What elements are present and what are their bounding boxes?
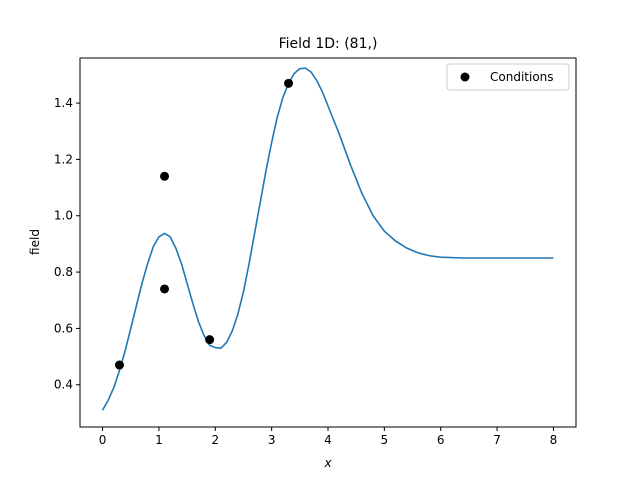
x-tick-label: 2 — [211, 433, 219, 447]
y-axis-label: field — [28, 229, 42, 255]
condition-point — [205, 335, 215, 345]
y-tick-label: 0.6 — [54, 321, 73, 335]
y-tick-label: 1.4 — [54, 96, 73, 110]
condition-point — [114, 360, 124, 370]
legend-label: Conditions — [490, 70, 554, 84]
y-tick-label: 1.2 — [54, 152, 73, 166]
x-tick-label: 5 — [381, 433, 389, 447]
chart-title: Field 1D: (81,) — [279, 36, 378, 52]
x-tick-label: 4 — [324, 433, 332, 447]
field-line — [101, 67, 554, 411]
y-tick-label: 1.0 — [54, 209, 73, 223]
x-tick-label: 8 — [550, 433, 558, 447]
legend: Conditions — [446, 63, 570, 91]
x-tick-label: 7 — [493, 433, 501, 447]
condition-point — [160, 284, 170, 294]
x-tick-label: 3 — [268, 433, 276, 447]
condition-point — [160, 171, 170, 181]
legend-box — [446, 63, 570, 91]
x-tick-label: 0 — [99, 433, 107, 447]
x-axis-label: x — [323, 456, 332, 470]
y-tick-label: 0.4 — [54, 378, 73, 392]
legend-marker — [460, 72, 470, 82]
x-tick-label: 1 — [155, 433, 163, 447]
x-tick-label: 6 — [437, 433, 445, 447]
condition-point — [284, 78, 294, 88]
y-tick-label: 0.8 — [54, 265, 73, 279]
